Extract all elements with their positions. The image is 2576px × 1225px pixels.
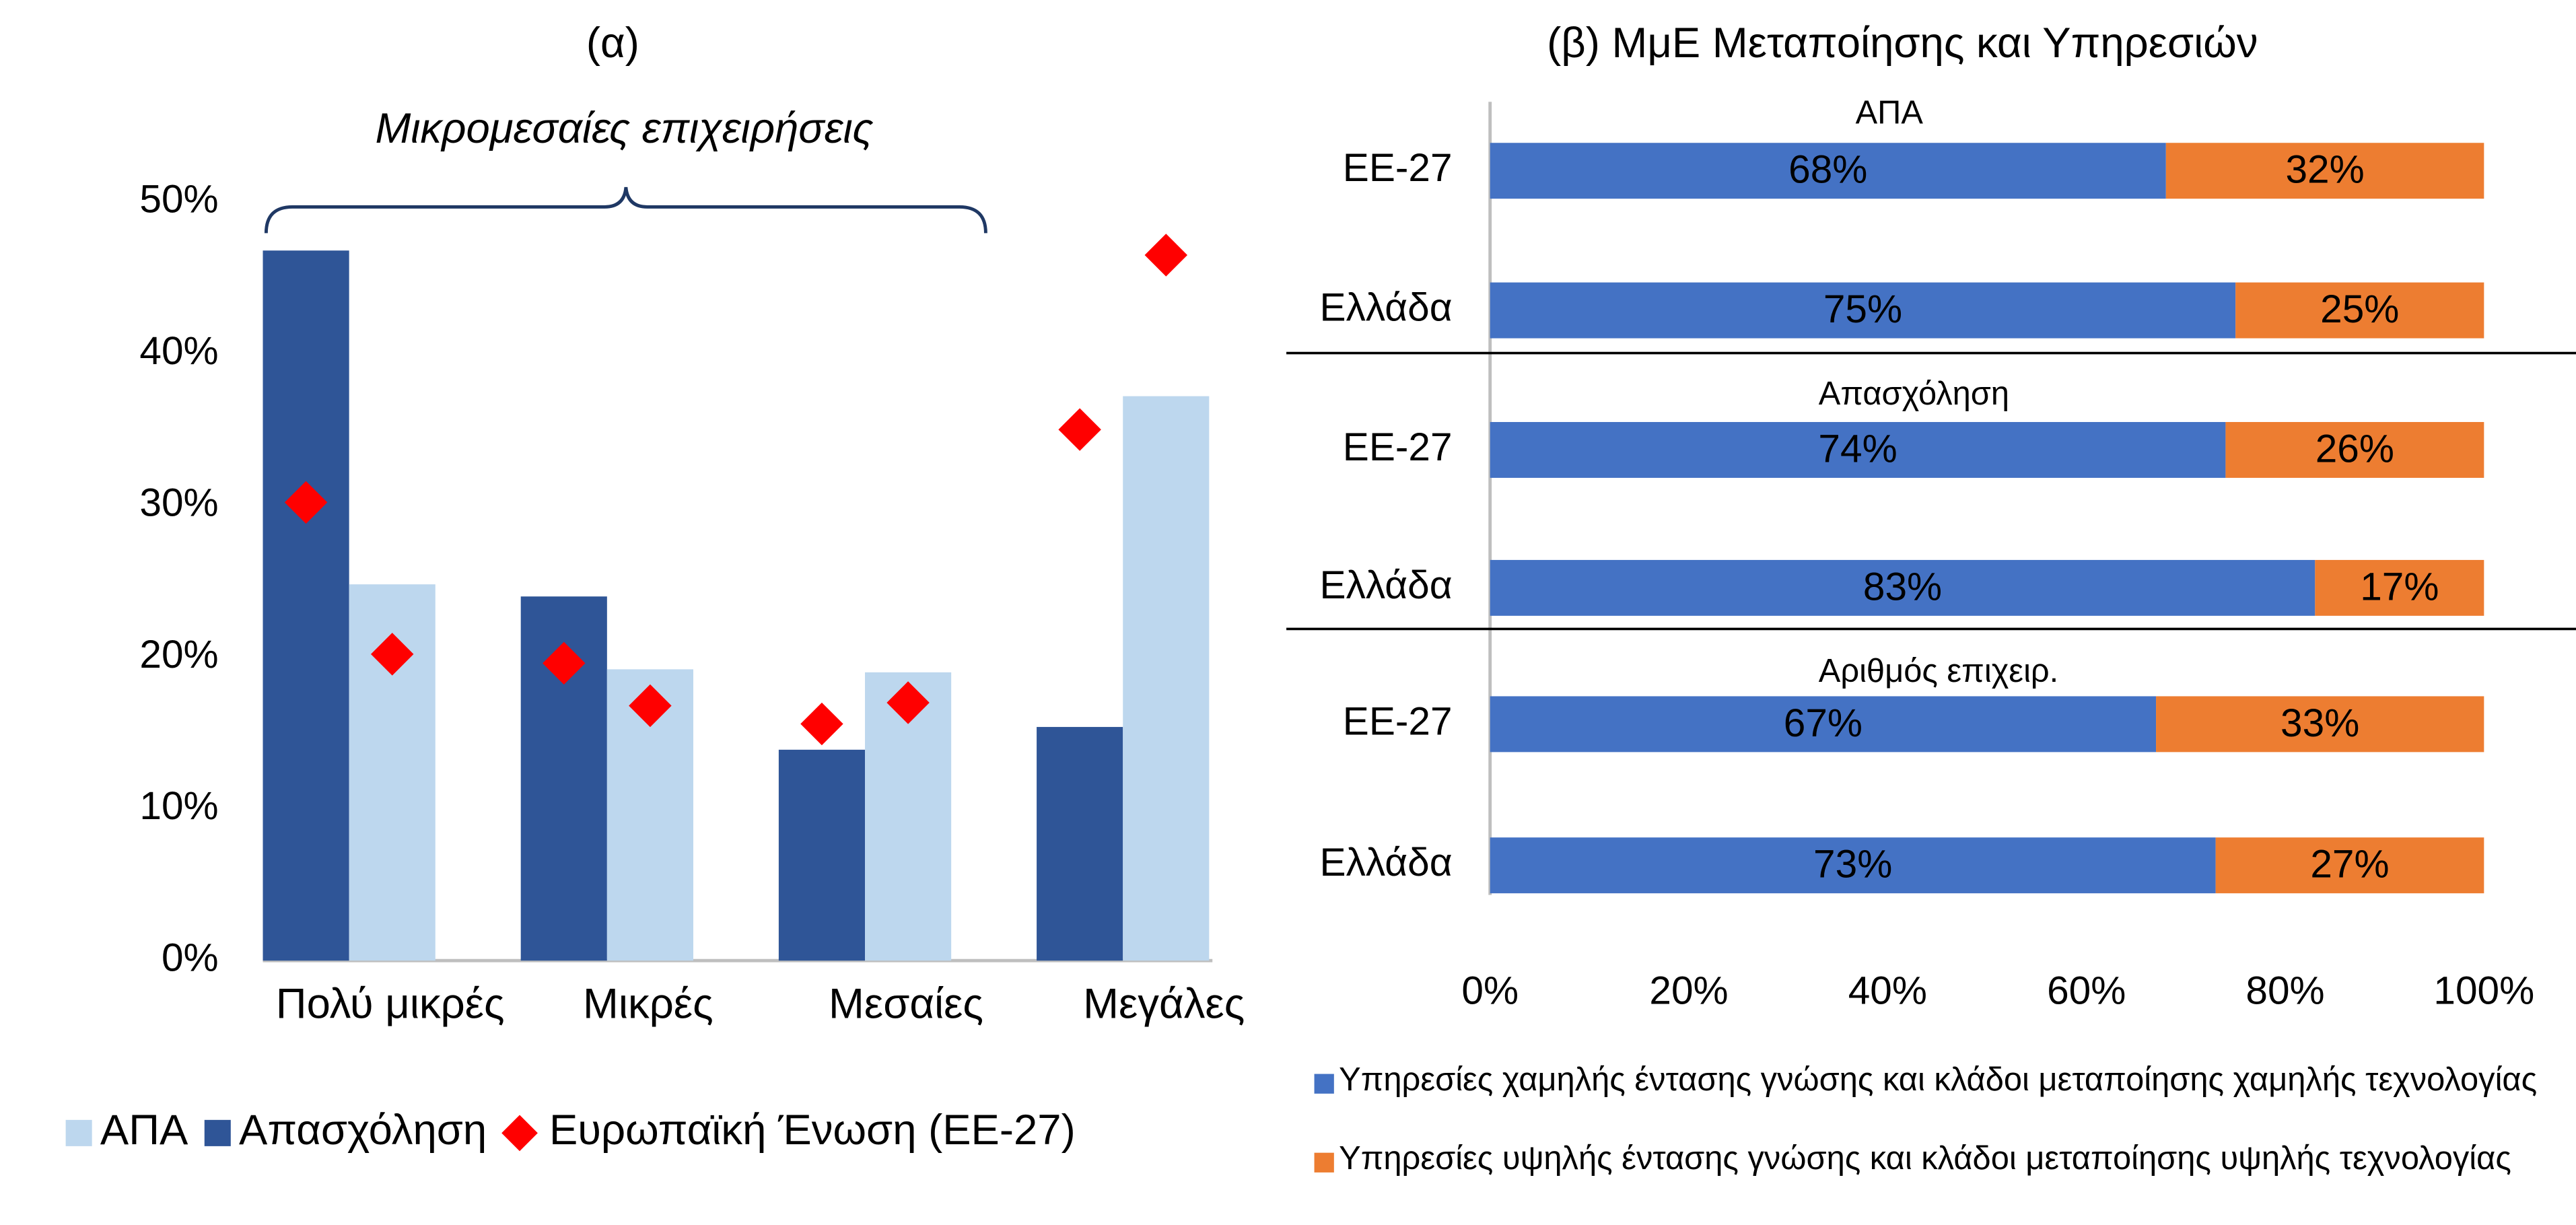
y-tick-label: 10% — [139, 784, 218, 828]
value-label: 74% — [1818, 427, 1897, 470]
legend-label: Απασχόληση — [239, 1107, 487, 1154]
y-tick-label: 40% — [139, 329, 218, 373]
eu-marker — [886, 681, 930, 724]
eu-marker — [543, 641, 586, 685]
bar-segment — [1490, 559, 2316, 616]
value-label: 17% — [2360, 565, 2439, 608]
y-tick-label: 20% — [139, 633, 218, 676]
legend-swatch — [1314, 1074, 1334, 1094]
bar-segment — [1490, 282, 2236, 339]
y-tick-label: ΕΕ-27 — [1343, 699, 1453, 743]
eu-marker — [629, 684, 672, 728]
eu-marker — [370, 633, 414, 676]
y-tick-label: Ελλάδα — [1320, 563, 1453, 607]
bar — [1037, 727, 1123, 961]
bar-segment — [1490, 143, 2166, 199]
legend-label: Ευρωπαϊκή Ένωση (ΕΕ-27) — [549, 1107, 1076, 1154]
bar — [778, 749, 866, 961]
value-label: 67% — [1784, 701, 1863, 745]
legend-swatch — [1314, 1152, 1334, 1172]
bar-segment — [2156, 696, 2484, 753]
x-tick-label: 80% — [2246, 969, 2324, 1012]
eu-marker — [1144, 234, 1188, 277]
x-tick-label: 40% — [1848, 969, 1927, 1012]
legend-swatch — [501, 1115, 538, 1152]
bar-segment — [2165, 143, 2484, 199]
annotation: Μικρομεσαίες επιχειρήσεις — [375, 105, 873, 152]
eu-marker — [800, 702, 843, 746]
legend-label-box: Υπηρεσίες χαμηλής έντασης γνώσης και κλά… — [1339, 1062, 2538, 1099]
x-tick-label: Μικρές — [583, 980, 713, 1027]
y-tick-label: 0% — [162, 936, 219, 980]
legend-label-box: Υπηρεσίες υψηλής έντασης γνώσης και κλάδ… — [1339, 1141, 2511, 1178]
x-tick-label: 0% — [1461, 969, 1519, 1012]
value-label: 75% — [1823, 287, 1902, 331]
x-tick-label: 100% — [2433, 969, 2534, 1012]
bar-segment — [1490, 696, 2157, 753]
x-tick-label: Μεσαίες — [829, 980, 983, 1027]
eu-marker — [284, 481, 328, 524]
bar-segment — [2315, 559, 2484, 616]
bar-segment — [1490, 837, 2216, 894]
x-tick-label: Πολύ μικρές — [276, 980, 505, 1027]
value-label: 27% — [2310, 843, 2389, 886]
group-label: Αριθμός επιχειρ. — [1819, 653, 2058, 689]
bar-segment — [2225, 421, 2484, 478]
bar — [263, 250, 349, 961]
legend-swatch — [65, 1119, 92, 1146]
group-label: ΑΠΑ — [1856, 95, 1924, 131]
legend-label: Υπηρεσίες χαμηλής έντασης γνώσης και κλά… — [1339, 1062, 2538, 1099]
bar-segment — [1490, 421, 2226, 478]
chart-title: (α) — [586, 20, 639, 67]
value-label: 25% — [2320, 287, 2399, 331]
x-tick-label: Μεγάλες — [1083, 980, 1245, 1027]
x-tick-label: 20% — [1649, 969, 1728, 1012]
group-label: Απασχόληση — [1819, 376, 2009, 412]
legend-label: ΑΠΑ — [100, 1107, 188, 1154]
y-tick-label: 30% — [139, 481, 218, 524]
value-label: 83% — [1863, 565, 1942, 608]
y-tick-label: ΕΕ-27 — [1343, 425, 1453, 469]
eu-marker — [1058, 408, 1101, 451]
bar — [1123, 396, 1210, 961]
y-tick-label: Ελλάδα — [1320, 286, 1453, 330]
bar-segment — [2235, 282, 2484, 339]
value-label: 73% — [1813, 843, 1892, 886]
legend-label: Υπηρεσίες υψηλής έντασης γνώσης και κλάδ… — [1339, 1141, 2511, 1178]
x-tick-label: 60% — [2047, 969, 2126, 1012]
bar-segment — [2215, 837, 2484, 894]
value-label: 33% — [2281, 701, 2359, 745]
value-label: 26% — [2316, 427, 2394, 470]
value-label: 32% — [2285, 148, 2364, 192]
value-label: 68% — [1788, 148, 1867, 192]
y-tick-label: ΕΕ-27 — [1343, 146, 1453, 190]
legend-swatch — [204, 1119, 231, 1146]
y-tick-label: Ελλάδα — [1320, 841, 1453, 884]
brace — [264, 186, 987, 234]
y-tick-label: 50% — [139, 178, 218, 221]
chart-title: (β) ΜμΕ Μεταποίησης και Υπηρεσιών — [1547, 20, 2258, 67]
